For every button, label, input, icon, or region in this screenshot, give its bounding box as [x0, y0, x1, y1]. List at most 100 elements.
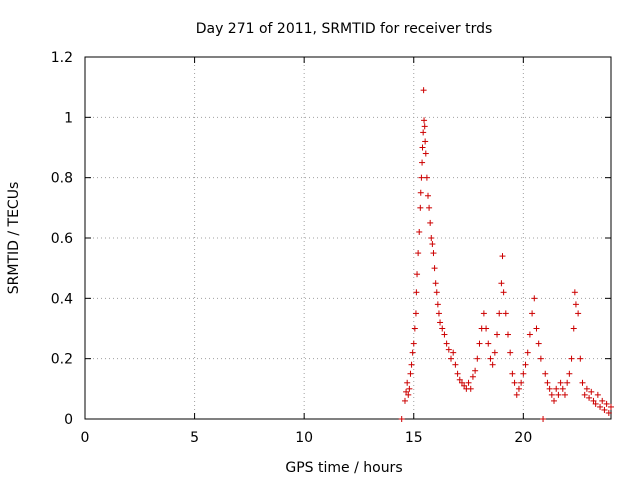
data-point	[575, 310, 582, 317]
data-point	[416, 228, 423, 235]
data-point	[439, 325, 446, 332]
data-point	[544, 379, 551, 386]
data-point	[533, 325, 540, 332]
data-point	[441, 331, 448, 338]
data-point	[483, 325, 490, 332]
data-points	[398, 87, 614, 422]
data-point	[419, 159, 426, 166]
data-point	[424, 192, 431, 199]
data-point	[548, 391, 555, 398]
data-point	[421, 123, 428, 130]
chart-title: Day 271 of 2011, SRMTID for receiver trd…	[196, 21, 493, 37]
data-point	[542, 370, 549, 377]
data-point	[555, 391, 562, 398]
data-point	[472, 367, 479, 374]
data-point	[489, 361, 496, 368]
data-point	[398, 416, 405, 422]
data-point	[433, 289, 440, 296]
data-point	[498, 280, 505, 287]
data-point	[426, 204, 433, 211]
data-point	[599, 397, 606, 404]
x-tick-label: 15	[405, 430, 423, 446]
data-point	[408, 361, 415, 368]
data-point	[410, 340, 417, 347]
data-point	[581, 391, 588, 398]
data-point	[500, 289, 507, 296]
data-point	[594, 391, 601, 398]
data-point	[452, 361, 459, 368]
data-point	[603, 400, 610, 407]
data-point	[557, 379, 564, 386]
data-point	[515, 385, 522, 392]
data-point	[579, 379, 586, 386]
y-tick-label: 0.6	[51, 231, 73, 247]
data-point	[570, 325, 577, 332]
y-tick-label: 0.8	[51, 171, 73, 187]
data-point	[597, 403, 604, 410]
data-point	[415, 250, 422, 257]
data-point	[553, 385, 560, 392]
grid	[85, 57, 611, 419]
x-tick-label: 10	[295, 430, 313, 446]
data-point	[420, 129, 427, 136]
data-point	[601, 406, 608, 413]
data-point	[551, 397, 558, 404]
data-point	[443, 340, 450, 347]
data-point	[427, 219, 434, 226]
data-point	[571, 289, 578, 296]
y-tick-label: 0.2	[51, 352, 73, 368]
data-point	[428, 235, 435, 241]
data-point	[406, 385, 413, 392]
data-point	[590, 397, 597, 404]
data-point	[485, 340, 492, 347]
y-tick-label: 1	[64, 110, 73, 126]
data-point	[546, 385, 553, 392]
data-point	[529, 310, 536, 317]
data-point	[467, 385, 474, 392]
y-axis: 0 0.2 0.4 0.6 0.8 1 1.2	[51, 50, 611, 428]
data-point	[430, 250, 437, 257]
data-point	[458, 379, 465, 386]
data-point	[537, 355, 544, 362]
x-axis: 0 5 10 15 20	[81, 57, 532, 446]
data-point	[437, 319, 444, 326]
data-point	[454, 370, 461, 377]
data-point	[535, 340, 542, 347]
data-point	[461, 382, 468, 389]
data-point	[487, 355, 494, 362]
data-point	[564, 379, 571, 386]
data-point	[421, 117, 428, 124]
data-point	[504, 331, 511, 338]
data-point	[445, 346, 452, 353]
data-point	[422, 150, 429, 157]
data-point	[561, 391, 568, 398]
data-point	[407, 370, 414, 377]
data-point	[513, 391, 520, 398]
data-point	[431, 265, 438, 272]
y-tick-label: 0.4	[51, 291, 73, 307]
data-point	[559, 385, 566, 392]
data-point	[494, 331, 501, 338]
data-point	[608, 403, 614, 410]
data-point	[540, 416, 547, 422]
data-point	[450, 349, 457, 356]
data-point	[414, 271, 421, 278]
data-point	[476, 340, 483, 347]
data-point	[520, 370, 527, 377]
plot-frame	[84, 56, 612, 420]
data-point	[432, 280, 439, 287]
data-point	[420, 87, 427, 94]
data-point	[518, 379, 525, 386]
data-point	[507, 349, 514, 356]
data-point	[417, 189, 424, 196]
x-tick-label: 20	[514, 430, 532, 446]
x-tick-label: 0	[81, 430, 90, 446]
data-point	[511, 379, 518, 386]
data-point	[474, 355, 481, 362]
data-point	[418, 174, 425, 181]
y-axis-label: SRMTID / TECUs	[6, 182, 22, 295]
data-point	[404, 379, 411, 386]
y-tick-label: 1.2	[51, 50, 73, 66]
data-point	[502, 310, 509, 317]
